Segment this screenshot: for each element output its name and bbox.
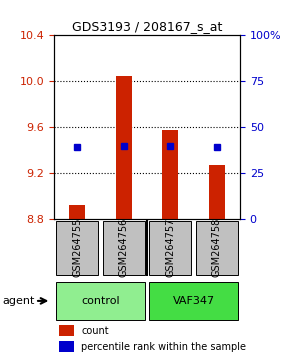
Text: percentile rank within the sample: percentile rank within the sample [81, 342, 246, 352]
Bar [69, 205, 85, 219]
Text: GSM264758: GSM264758 [212, 218, 222, 278]
FancyBboxPatch shape [56, 282, 145, 320]
Text: agent: agent [3, 296, 35, 306]
Bar [59, 341, 74, 353]
FancyBboxPatch shape [196, 221, 238, 275]
Text: GSM264756: GSM264756 [119, 218, 129, 278]
Bar [59, 325, 74, 336]
Bar [162, 130, 178, 219]
Text: control: control [81, 296, 120, 306]
FancyBboxPatch shape [149, 221, 191, 275]
FancyBboxPatch shape [56, 221, 98, 275]
Bar [208, 165, 225, 219]
Text: GSM264757: GSM264757 [165, 218, 175, 278]
FancyBboxPatch shape [149, 282, 238, 320]
Text: VAF347: VAF347 [172, 296, 214, 306]
Title: GDS3193 / 208167_s_at: GDS3193 / 208167_s_at [72, 20, 222, 33]
Text: count: count [81, 326, 109, 336]
Bar [116, 76, 132, 219]
FancyBboxPatch shape [103, 221, 145, 275]
Text: GSM264755: GSM264755 [72, 218, 82, 278]
